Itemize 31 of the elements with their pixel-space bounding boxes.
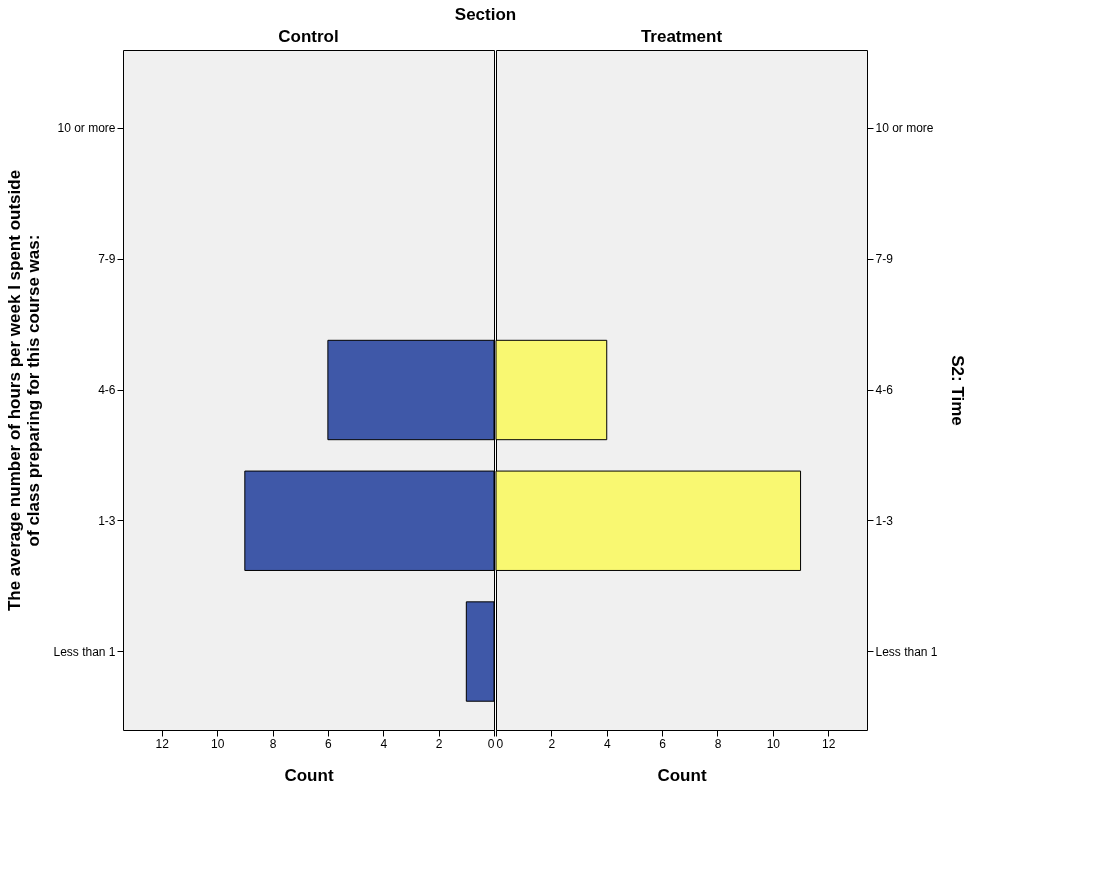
chart-title: Section: [454, 4, 517, 24]
x-tick-label: 10: [766, 736, 781, 751]
x-tick-label: 0: [487, 736, 495, 751]
y-tick-label: 1-3: [875, 513, 894, 528]
x-tick-label: 2: [548, 736, 556, 751]
y2-axis-title: S2: Time: [947, 355, 967, 426]
x-tick-label: 12: [822, 736, 836, 751]
x-tick-label: 12: [155, 736, 170, 751]
y-axis-title: The average number of hours per week I spent outside of class preparing for this course was:: [5, 169, 44, 612]
y-tick-label: Less than 1: [53, 644, 116, 659]
x-tick-label: 4: [603, 736, 611, 751]
x-tick-label: 2: [435, 736, 443, 751]
x-tick-label: 0: [496, 736, 504, 751]
x-tick-label: 8: [269, 736, 277, 751]
y-tick-label: 7-9: [98, 252, 116, 267]
x-tick-label: 8: [714, 736, 722, 751]
x-tick-label: 10: [210, 736, 225, 751]
y-tick-label: Less than 1: [875, 644, 938, 659]
y-tick-label: 10 or more: [875, 121, 934, 136]
chart-subtitle: Treatment: [640, 27, 723, 46]
x-tick-label: 6: [325, 736, 333, 751]
y-tick-label: 4-6: [98, 383, 116, 397]
x-axis-title: Count: [657, 765, 707, 785]
y-tick-label: 7-9: [875, 252, 894, 267]
x-tick-label: 4: [380, 736, 388, 751]
y-tick-label: 4-6: [875, 383, 894, 397]
y-tick-label: 10 or more: [57, 121, 116, 136]
chart-subtitle: Control: [278, 27, 339, 46]
y-tick-label: 1-3: [98, 513, 116, 528]
x-axis-title: Count: [284, 765, 334, 785]
x-tick-label: 6: [659, 736, 667, 751]
